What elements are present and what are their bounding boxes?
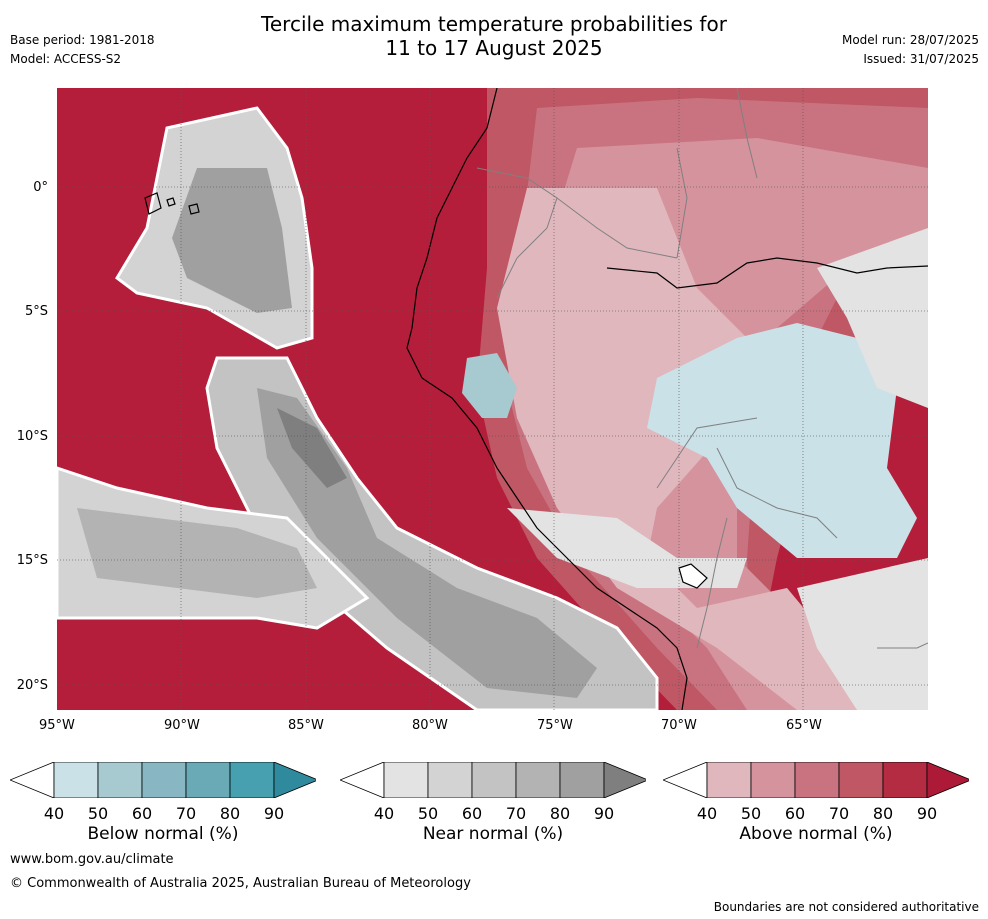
colorbar-swatch bbox=[427, 761, 473, 799]
colorbar-swatch bbox=[882, 761, 928, 799]
colorbar-below-normal-label: Below normal (%) bbox=[87, 824, 239, 844]
colorbar-tick-label: 40 bbox=[373, 804, 395, 823]
below-normal-region-40 bbox=[647, 323, 917, 558]
colorbar-tick-label: 50 bbox=[417, 804, 439, 823]
colorbar-swatch-low bbox=[661, 761, 708, 799]
lon-label-85w: 85°W bbox=[288, 718, 324, 733]
colorbar-swatch bbox=[706, 761, 752, 799]
colorbar-swatch-high bbox=[603, 761, 650, 799]
colorbar-swatch-low bbox=[8, 761, 55, 799]
colorbar-near-normal-swatches bbox=[338, 761, 650, 799]
colorbar-swatch bbox=[97, 761, 143, 799]
colorbar-swatch bbox=[229, 761, 275, 799]
colorbar-above-normal-swatches bbox=[661, 761, 973, 799]
above-normal-region-40 bbox=[497, 188, 857, 710]
colorbar-tick-label: 90 bbox=[916, 804, 938, 823]
graticule bbox=[57, 88, 928, 710]
near-normal-region-southeast bbox=[797, 558, 928, 710]
lon-label-80w: 80°W bbox=[412, 718, 448, 733]
lat-label-5s: 5°S bbox=[24, 304, 48, 319]
colorbar-tick-label: 80 bbox=[219, 804, 241, 823]
base-period: Base period: 1981-2018 bbox=[10, 33, 155, 47]
colorbar-swatch bbox=[383, 761, 429, 799]
title-line-2: 11 to 17 August 2025 bbox=[385, 36, 603, 60]
model-name: Model: ACCESS-S2 bbox=[10, 52, 122, 66]
colorbar-swatch bbox=[750, 761, 796, 799]
copyright-text: © Commonwealth of Australia 2025, Austra… bbox=[10, 876, 471, 891]
colorbar-tick-label: 40 bbox=[696, 804, 718, 823]
colorbar-below-normal: 40 50 60 70 80 90 Below normal (%) bbox=[8, 761, 320, 862]
colorbar-near-normal-label: Near normal (%) bbox=[422, 824, 564, 844]
near-normal-core-west bbox=[77, 508, 317, 598]
map-title: Tercile maximum temperature probabilitie… bbox=[0, 12, 988, 60]
coastline bbox=[406, 88, 688, 710]
colorbar-swatch bbox=[515, 761, 561, 799]
galapagos-islands bbox=[144, 192, 200, 215]
colorbar-swatch-low bbox=[338, 761, 385, 799]
colorbar-swatch-high bbox=[273, 761, 320, 799]
colorbar-below-normal-swatches bbox=[8, 761, 320, 799]
lat-label-0: 0° bbox=[33, 180, 48, 195]
colorbar-swatch bbox=[559, 761, 605, 799]
colorbar-tick-label: 90 bbox=[263, 804, 285, 823]
colorbar-swatch bbox=[53, 761, 99, 799]
model-run: Model run: 28/07/2025 bbox=[841, 33, 979, 47]
lon-label-65w: 65°W bbox=[786, 718, 822, 733]
colorbar-swatch-high bbox=[926, 761, 973, 799]
colorbar-tick-label: 50 bbox=[87, 804, 109, 823]
colorbar-above-normal: 40 50 60 70 80 90 Above normal (%) bbox=[661, 761, 973, 862]
country-borders bbox=[476, 88, 928, 649]
colorbar-tick-label: 80 bbox=[549, 804, 571, 823]
lon-label-95w: 95°W bbox=[39, 718, 75, 733]
near-normal-core-north bbox=[172, 168, 292, 313]
disclaimer-text: Boundaries are not considered authoritat… bbox=[713, 900, 979, 914]
lon-label-70w: 70°W bbox=[661, 718, 697, 733]
colorbar-swatch bbox=[141, 761, 187, 799]
title-line-1: Tercile maximum temperature probabilitie… bbox=[261, 12, 727, 36]
colorbar-tick-label: 60 bbox=[131, 804, 153, 823]
colorbar-tick-label: 90 bbox=[593, 804, 615, 823]
lake-titicaca bbox=[678, 563, 708, 589]
below-normal-patch-coast bbox=[462, 353, 517, 418]
near-normal-region-east bbox=[817, 228, 928, 408]
colorbar-swatch bbox=[471, 761, 517, 799]
colorbar-swatch bbox=[185, 761, 231, 799]
lat-label-10s: 10°S bbox=[16, 429, 48, 444]
issued-date: Issued: 31/07/2025 bbox=[863, 52, 979, 66]
colorbar-tick-label: 40 bbox=[43, 804, 65, 823]
probability-map bbox=[57, 88, 928, 710]
website-link[interactable]: www.bom.gov.au/climate bbox=[10, 852, 174, 867]
amazon-river bbox=[606, 257, 928, 289]
colorbar-tick-label: 50 bbox=[740, 804, 762, 823]
lat-label-20s: 20°S bbox=[16, 678, 48, 693]
colorbar-tick-label: 70 bbox=[505, 804, 527, 823]
colorbar-above-normal-label: Above normal (%) bbox=[739, 824, 893, 844]
colorbar-tick-label: 70 bbox=[828, 804, 850, 823]
lon-label-90w: 90°W bbox=[164, 718, 200, 733]
lat-label-15s: 15°S bbox=[16, 553, 48, 568]
colorbar-near-normal: 40 50 60 70 80 90 Near normal (%) bbox=[338, 761, 650, 862]
colorbar-swatch bbox=[838, 761, 884, 799]
near-normal-core-central bbox=[257, 388, 597, 698]
colorbar-tick-label: 70 bbox=[175, 804, 197, 823]
colorbar-swatch bbox=[794, 761, 840, 799]
colorbar-tick-label: 60 bbox=[784, 804, 806, 823]
lon-label-75w: 75°W bbox=[537, 718, 573, 733]
colorbar-tick-label: 60 bbox=[461, 804, 483, 823]
colorbar-tick-label: 80 bbox=[872, 804, 894, 823]
near-normal-core-dark bbox=[277, 408, 347, 488]
